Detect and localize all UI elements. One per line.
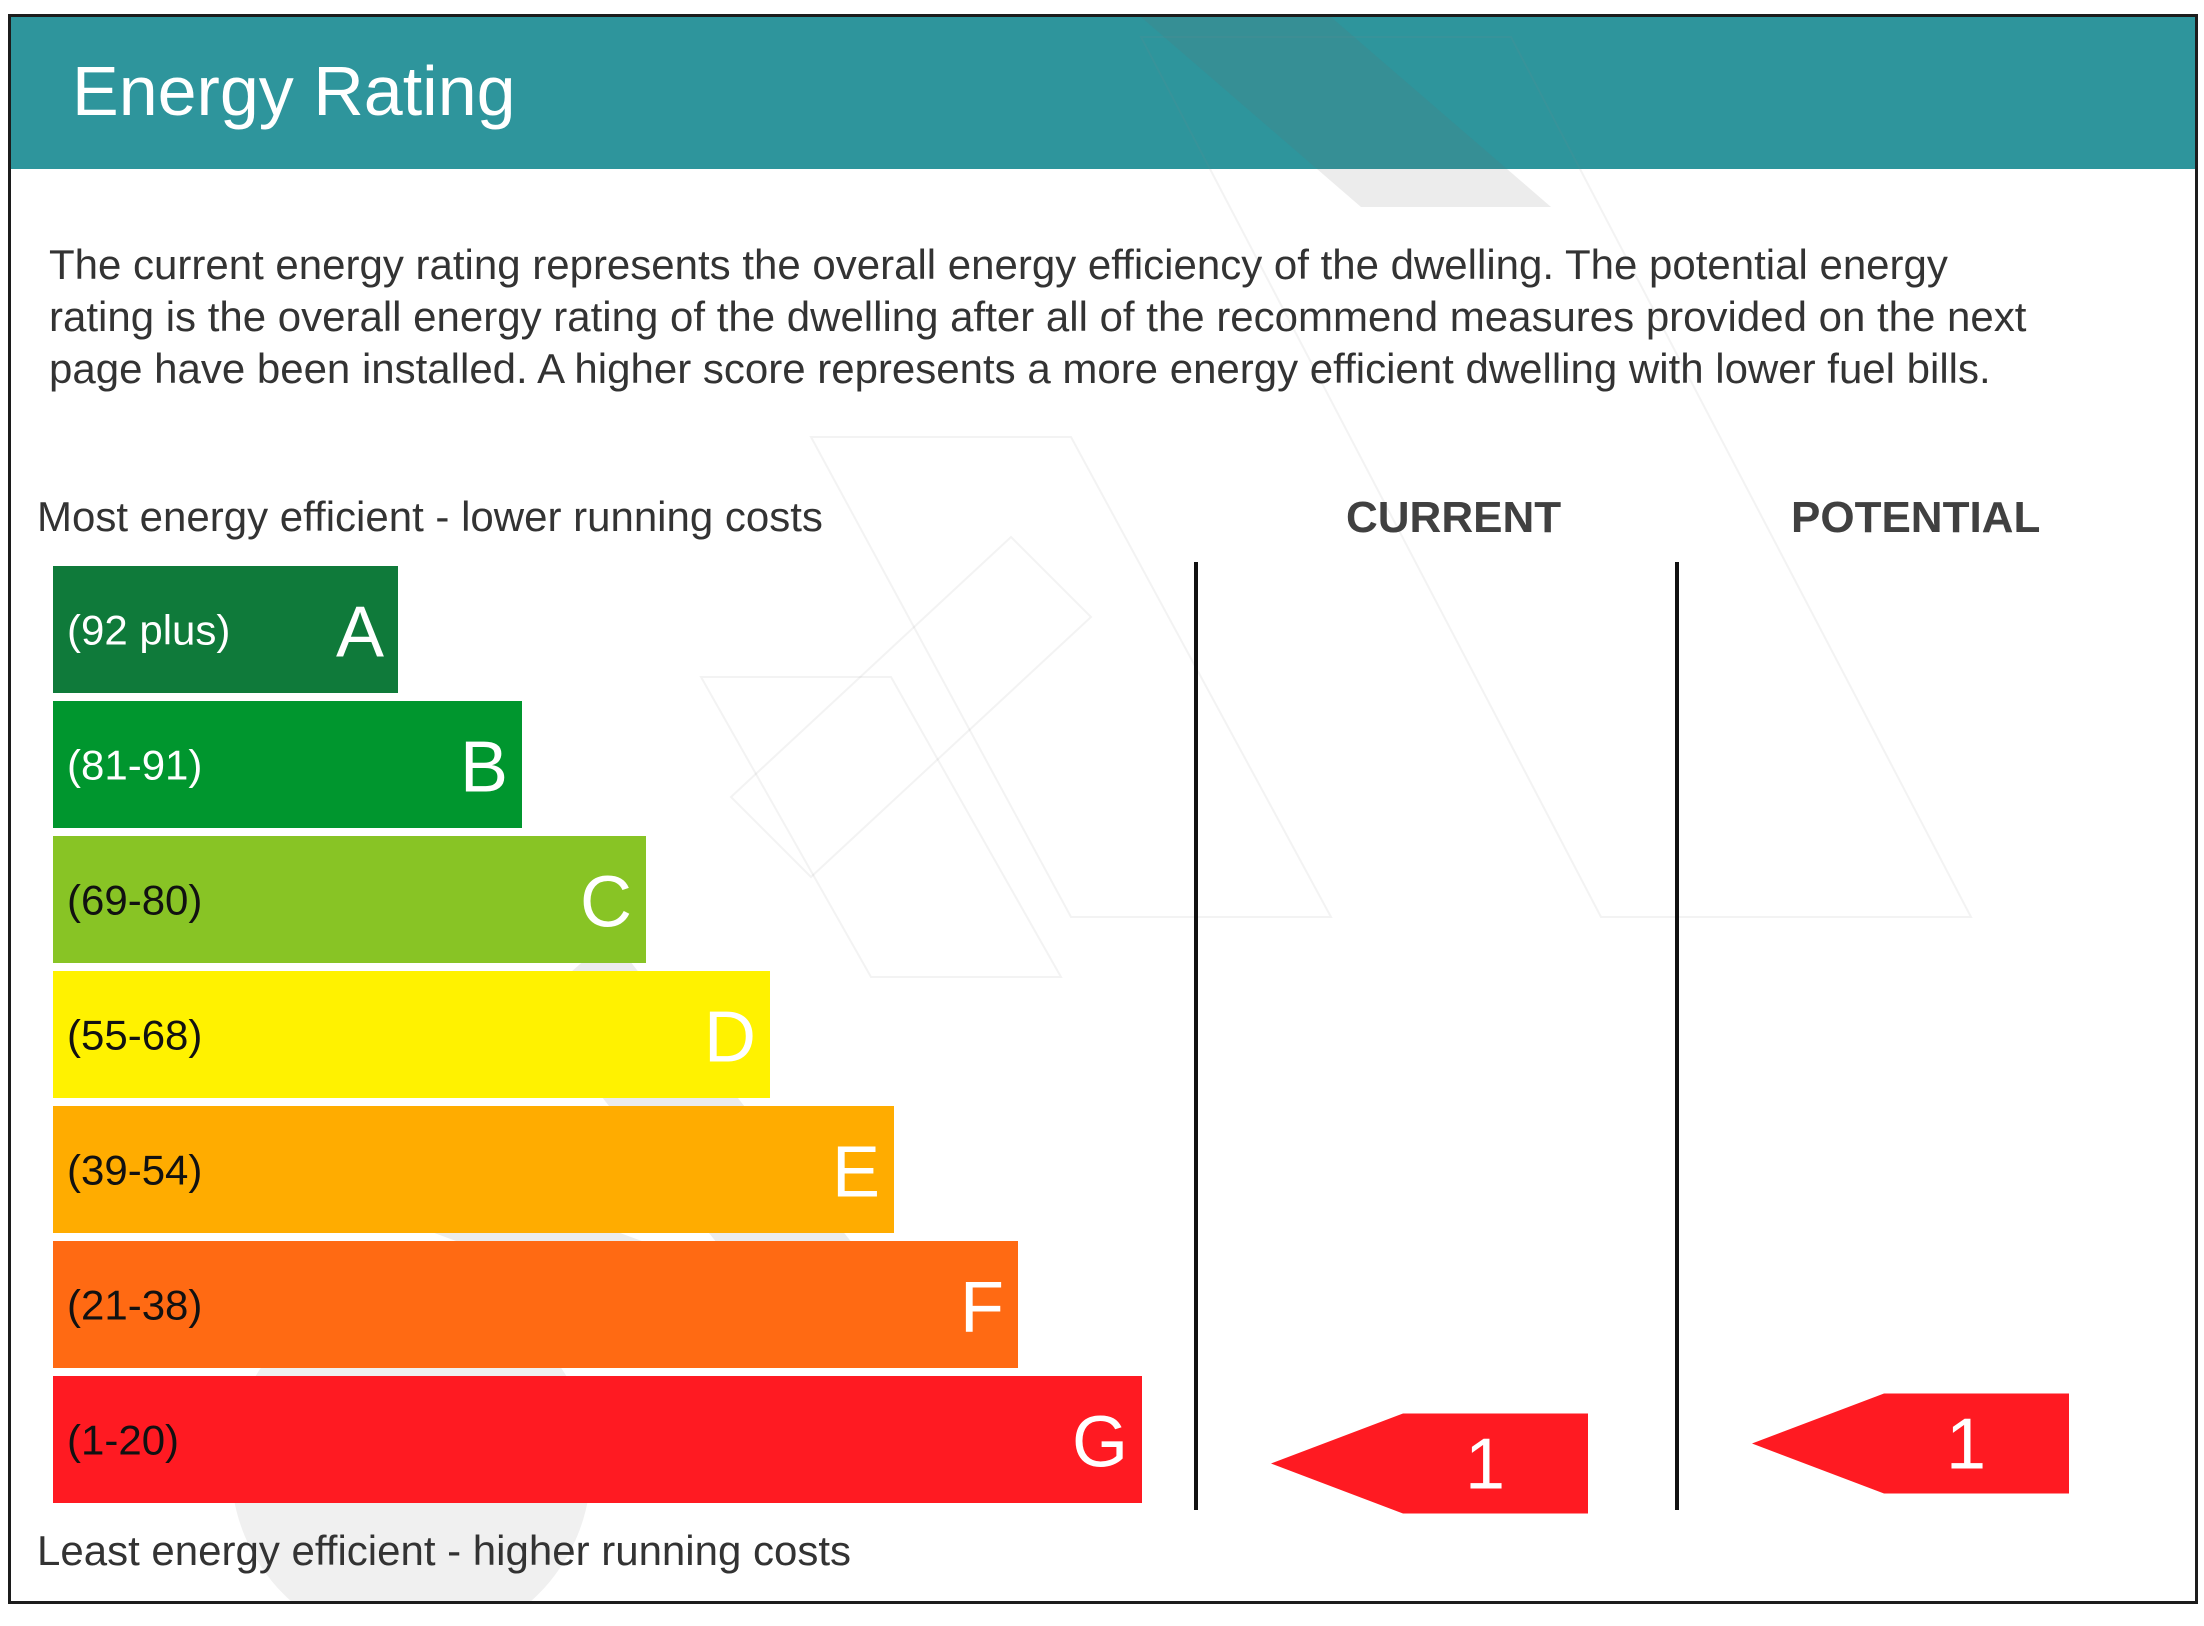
intro-paragraph: The current energy rating represents the… [49, 241, 2027, 392]
band-d-bar [53, 971, 770, 1098]
band-e-bar [53, 1106, 894, 1233]
band-f-range: (21-38) [67, 1282, 202, 1329]
band-b-bar [53, 701, 522, 828]
band-a-letter: A [336, 593, 384, 673]
band-c-letter: C [580, 863, 632, 943]
band-g-range: (1-20) [67, 1417, 179, 1464]
band-d-range: (55-68) [67, 1012, 202, 1059]
header-bar: Energy Rating [11, 17, 2195, 169]
band-g-letter: G [1072, 1403, 1128, 1483]
current-rating-arrow [1271, 1413, 1588, 1514]
potential-rating-arrow [1752, 1393, 2069, 1494]
potential-column-header: POTENTIAL [1791, 493, 2041, 542]
band-g-bar [53, 1376, 1142, 1503]
current-rating-value: 1 [1465, 1425, 1505, 1505]
band-b-letter: B [460, 728, 508, 808]
page-title: Energy Rating [72, 52, 516, 130]
band-a-range: (92 plus) [67, 607, 230, 654]
band-b-range: (81-91) [67, 742, 202, 789]
band-c-range: (69-80) [67, 877, 202, 924]
band-e-letter: E [832, 1133, 880, 1213]
current-column-header: CURRENT [1346, 493, 1562, 542]
energy-rating-chart: (92 plus) A (81-91) B (69-80) C (55-68) D (39-54… [53, 562, 2069, 1514]
band-a-bar [53, 566, 398, 693]
band-f-letter: F [960, 1268, 1004, 1348]
band-d-letter: D [704, 998, 756, 1078]
band-e-range: (39-54) [67, 1147, 202, 1194]
band-f-bar [53, 1241, 1018, 1368]
least-efficient-label: Least energy efficient - higher running … [37, 1527, 852, 1574]
band-c-bar [53, 836, 646, 963]
potential-rating-value: 1 [1946, 1405, 1986, 1485]
most-efficient-label: Most energy efficient - lower running co… [37, 493, 823, 540]
energy-rating-panel: Energy Rating The current energy rating … [8, 14, 2198, 1604]
